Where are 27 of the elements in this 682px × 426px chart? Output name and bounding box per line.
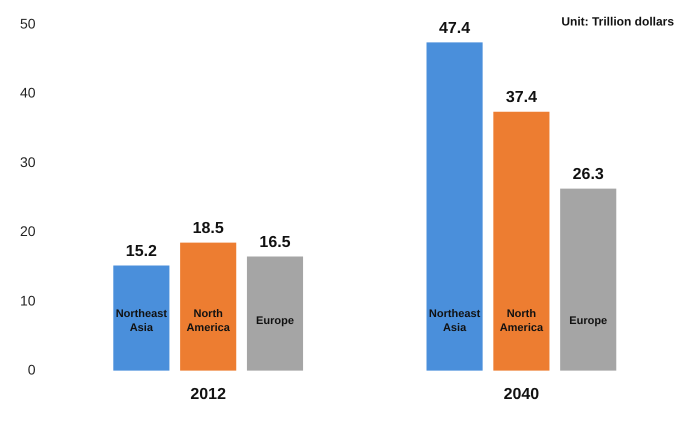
bar	[426, 42, 483, 371]
x-tick-label: 2012	[190, 386, 226, 403]
text: Europe	[569, 314, 608, 327]
text: North America	[186, 308, 230, 334]
bar	[560, 188, 616, 371]
data-label: 37.4	[506, 89, 538, 106]
annotation: Unit: Trillion dollars	[561, 14, 674, 28]
bar	[180, 242, 236, 371]
y-tick-label: 0	[28, 362, 36, 378]
x-tick-label: 2040	[504, 386, 540, 403]
y-tick-label: 20	[20, 223, 36, 240]
data-label: 15.2	[126, 242, 158, 260]
series-label: Europe	[256, 314, 294, 327]
series-label: North America	[500, 308, 544, 334]
y-tick-label: 50	[20, 15, 36, 32]
y-tick-label: 30	[20, 154, 36, 170]
data-label: 47.4	[439, 20, 470, 37]
text: Northeast Asia	[116, 308, 168, 334]
y-tick-label: 40	[20, 84, 36, 101]
data-label: 16.5	[259, 234, 291, 251]
bar	[493, 112, 550, 371]
bar	[113, 265, 170, 371]
y-tick-label: 10	[20, 292, 36, 308]
series-label: Northeast Asia	[428, 308, 481, 334]
data-label: 18.5	[192, 220, 224, 238]
bar	[246, 256, 304, 371]
data-label: 26.3	[572, 166, 604, 183]
